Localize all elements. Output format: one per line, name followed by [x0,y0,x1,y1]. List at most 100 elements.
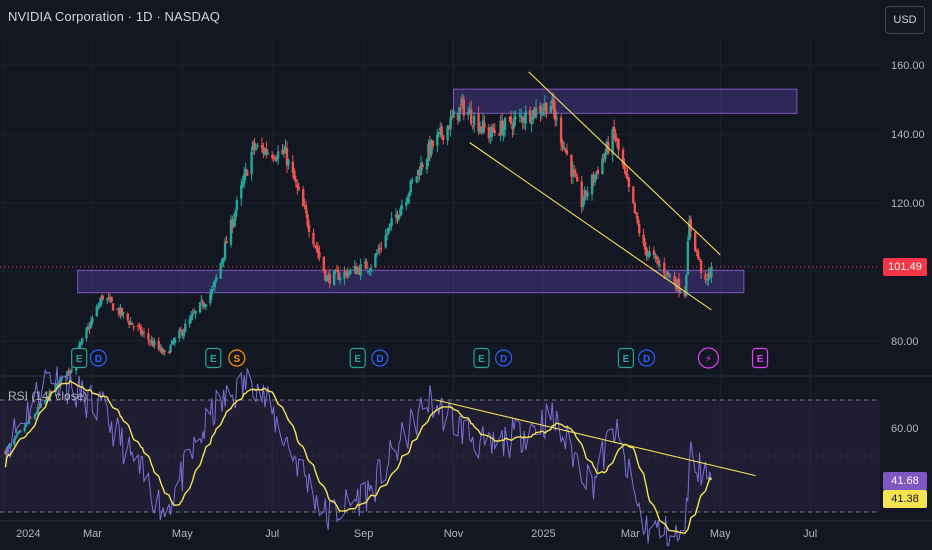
candle-body [409,180,412,193]
candle-body [116,308,119,310]
rsi-pane [0,366,880,547]
candle-body [266,152,270,155]
candle-body [561,141,564,147]
candle-body [356,268,359,274]
candle-body [45,396,48,400]
zones [77,88,798,294]
resistance-zone [453,88,798,114]
candle-body [129,322,132,325]
dividend-marker[interactable]: D [89,349,107,367]
candle-body [225,240,228,244]
candle-body [70,369,73,371]
candle-body [150,340,153,342]
candle-body [54,384,57,393]
candle-body [210,288,214,294]
candle-body [151,341,155,347]
split-marker[interactable]: S [228,349,246,367]
candle-body [668,275,672,277]
marker-label: E [354,354,361,365]
candle-body [39,402,43,408]
candle-body [296,184,299,188]
candle-body [586,192,589,197]
candle-body [117,308,121,315]
earnings-marker[interactable]: E [349,347,366,369]
marker-label: E [478,354,485,365]
channel-top [528,71,721,256]
candle-body [419,162,423,175]
rsi-tick-label: 60.00 [891,423,919,435]
candle-body [349,269,352,274]
candle-body [347,272,351,275]
earnings-marker[interactable]: E [71,347,88,369]
candle-body [293,170,296,181]
candle-body [596,169,600,175]
price-tick-label: 80.00 [891,336,919,348]
event-markers[interactable]: E D E S E D E D E D ⚡ E [71,347,769,369]
rsi-trendline [435,399,756,477]
earnings-marker[interactable]: E [617,347,635,369]
candle-body [467,112,470,116]
candle-body [646,254,650,257]
chart-title: NVIDIA Corporation · 1D · NASDAQ [8,9,220,24]
dividend-marker[interactable]: D [495,349,513,367]
candle-body [530,121,533,124]
candle-body [49,390,53,394]
time-tick-label: May [172,528,193,540]
candle-body [132,326,135,328]
candle-body [511,126,514,130]
candle-body [581,201,585,207]
candle-body [315,245,318,249]
candle-body [139,326,143,334]
candle-body [250,151,253,175]
upcoming-event-marker[interactable]: ⚡ [697,347,720,369]
rsi-indicator-label[interactable]: RSI (14, close) [8,389,88,403]
candle-body [440,126,443,136]
candle-body [565,150,569,155]
candle-body [119,307,122,315]
candle-body [477,113,480,132]
earnings-marker[interactable]: E [473,347,490,369]
candle-body [686,241,690,276]
candle-body [179,329,183,331]
candle-body [375,252,379,255]
earnings-marker[interactable]: E [205,347,222,369]
candle-body [623,163,626,170]
candle-body [614,133,617,142]
time-tick-label: Nov [444,528,464,540]
candle-body [509,116,513,124]
candle-body [105,298,109,300]
candle-body [169,345,172,353]
candle-body [469,109,473,124]
candle-body [632,186,635,204]
candle-body [633,202,636,213]
candle-body [552,99,555,111]
candle-body [79,343,82,346]
candle-body [147,333,150,341]
candle-body [695,249,698,251]
candle-body [604,152,607,160]
marker-shape [495,349,513,367]
candle-body [66,371,69,377]
candle-body [4,450,7,455]
candle-body [291,161,295,173]
candle-body [551,99,554,104]
candle-body [80,338,84,344]
candle-body [213,280,216,288]
candle-body [312,232,315,245]
dividend-marker[interactable]: D [371,349,389,367]
dividend-marker[interactable]: D [637,349,656,367]
candle-body [490,126,494,138]
currency-button[interactable]: USD [885,6,925,34]
candle-body [338,277,342,281]
candle-body [243,173,246,184]
candle-body [483,123,486,128]
candle-body [533,107,536,117]
candle-body [307,225,311,232]
candle-body [253,142,256,149]
rsi-ma-value-tag: 41.38 [883,490,927,509]
upcoming-earnings-marker[interactable]: E [751,347,769,369]
candle-body [487,127,491,139]
channel-bottom [469,142,712,311]
candle-body [655,256,659,260]
